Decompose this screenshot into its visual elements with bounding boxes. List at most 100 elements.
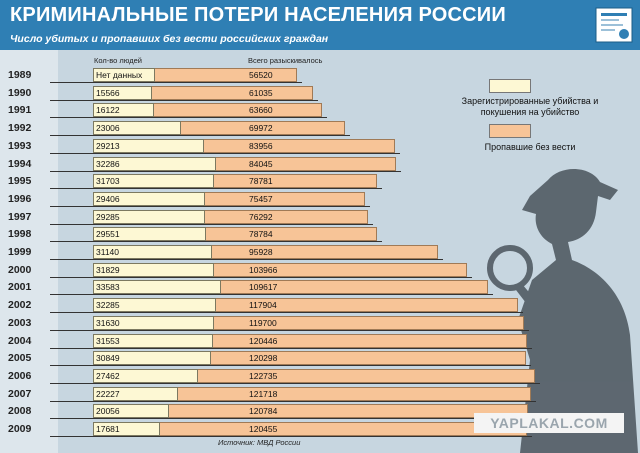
label-missing: 78784	[249, 229, 273, 239]
legend-label-murders: Зарегистрированные убийства и покушения …	[461, 96, 599, 117]
year-label: 2007	[8, 388, 32, 400]
bar-murders	[93, 227, 206, 241]
label-missing: 95928	[249, 247, 273, 257]
label-murders: 29285	[96, 212, 120, 222]
label-missing: 109617	[249, 282, 278, 292]
label-murders: 31630	[96, 318, 120, 328]
label-missing: 84045	[249, 159, 273, 169]
bar-murders	[93, 369, 198, 383]
legend-swatch-missing	[489, 124, 531, 138]
year-label: 1999	[8, 246, 32, 258]
label-missing: 56520	[249, 70, 273, 80]
bar-murders	[93, 174, 214, 188]
year-label: 2001	[8, 281, 32, 293]
poster-icon	[595, 7, 633, 43]
row-divider	[50, 312, 523, 313]
year-label: 2003	[8, 317, 32, 329]
year-label: 1998	[8, 228, 32, 240]
label-missing: 120784	[249, 406, 278, 416]
header-banner: КРИМИНАЛЬНЫЕ ПОТЕРИ НАСЕЛЕНИЯ РОССИИ Чис…	[0, 0, 640, 50]
bar-murders	[93, 103, 154, 117]
label-murders: 22227	[96, 389, 120, 399]
row-divider	[50, 436, 532, 437]
bar-murders	[93, 263, 214, 277]
label-murders: 31140	[96, 247, 120, 257]
label-murders: 23006	[96, 123, 120, 133]
bar-murders	[93, 298, 216, 312]
label-missing: 75457	[249, 194, 273, 204]
label-missing: 61035	[249, 88, 273, 98]
bar-murders	[93, 210, 205, 224]
label-missing: 122735	[249, 371, 278, 381]
column-label-people: Кол-во людей	[94, 56, 142, 65]
label-murders: 33583	[96, 282, 120, 292]
year-label: 2005	[8, 352, 32, 364]
bar-murders	[93, 422, 160, 436]
row-divider	[50, 383, 540, 384]
detective-silhouette	[487, 168, 638, 453]
year-label: 2004	[8, 335, 32, 347]
year-label: 1997	[8, 211, 32, 223]
label-murders: 29406	[96, 194, 120, 204]
bar-murders	[93, 121, 181, 135]
legend-label-missing: Пропавшие без вести	[484, 142, 576, 152]
year-label: 1992	[8, 122, 32, 134]
row-divider	[50, 418, 533, 419]
year-label: 2000	[8, 264, 32, 276]
year-column	[0, 50, 58, 453]
label-missing: 120446	[249, 336, 278, 346]
label-murders: 27462	[96, 371, 120, 381]
chart-subtitle: Число убитых и пропавших без вести росси…	[10, 33, 329, 45]
label-murders: 15566	[96, 88, 120, 98]
year-label: 1993	[8, 140, 32, 152]
row-divider	[50, 117, 327, 118]
year-label: 1991	[8, 104, 32, 116]
row-divider	[50, 153, 400, 154]
label-missing: 63660	[249, 105, 273, 115]
bar-murders	[93, 387, 178, 401]
label-murders: 32286	[96, 159, 120, 169]
legend-swatch-murders	[489, 79, 531, 93]
bar-murders	[93, 404, 169, 418]
row-divider	[50, 188, 382, 189]
bar-murders	[93, 280, 221, 294]
label-missing: 120298	[249, 353, 278, 363]
label-missing: 69972	[249, 123, 273, 133]
row-divider	[50, 401, 536, 402]
bar-murders	[93, 68, 155, 82]
year-label: 2008	[8, 405, 32, 417]
label-murders: 30849	[96, 353, 120, 363]
label-missing: 120455	[249, 424, 278, 434]
label-murders: 29213	[96, 141, 120, 151]
bar-murders	[93, 245, 212, 259]
label-missing: 119700	[249, 318, 277, 328]
year-label: 2006	[8, 370, 32, 382]
label-missing: 76292	[249, 212, 273, 222]
row-divider	[50, 365, 531, 366]
row-divider	[50, 100, 318, 101]
label-murders: 16122	[96, 105, 120, 115]
row-divider	[50, 348, 532, 349]
column-label-total: Всего разыскивалось	[248, 56, 323, 65]
row-divider	[50, 171, 401, 172]
watermark: YAPLAKAL.COM	[474, 413, 624, 433]
year-label: 2009	[8, 423, 32, 435]
label-murders: 31553	[96, 336, 120, 346]
row-divider	[50, 330, 529, 331]
row-divider	[50, 206, 370, 207]
label-murders: 31829	[96, 265, 120, 275]
label-missing: 78781	[249, 176, 273, 186]
label-murders: 31703	[96, 176, 120, 186]
label-murders: Нет данных	[96, 70, 143, 80]
bar-murders	[93, 316, 214, 330]
chart-title: КРИМИНАЛЬНЫЕ ПОТЕРИ НАСЕЛЕНИЯ РОССИИ	[10, 4, 506, 26]
year-label: 1994	[8, 158, 32, 170]
row-divider	[50, 294, 493, 295]
year-label: 1989	[8, 69, 32, 81]
label-murders: 20056	[96, 406, 120, 416]
row-divider	[50, 135, 350, 136]
row-divider	[50, 277, 472, 278]
label-murders: 32285	[96, 300, 120, 310]
year-label: 1996	[8, 193, 32, 205]
label-missing: 103966	[249, 265, 278, 275]
